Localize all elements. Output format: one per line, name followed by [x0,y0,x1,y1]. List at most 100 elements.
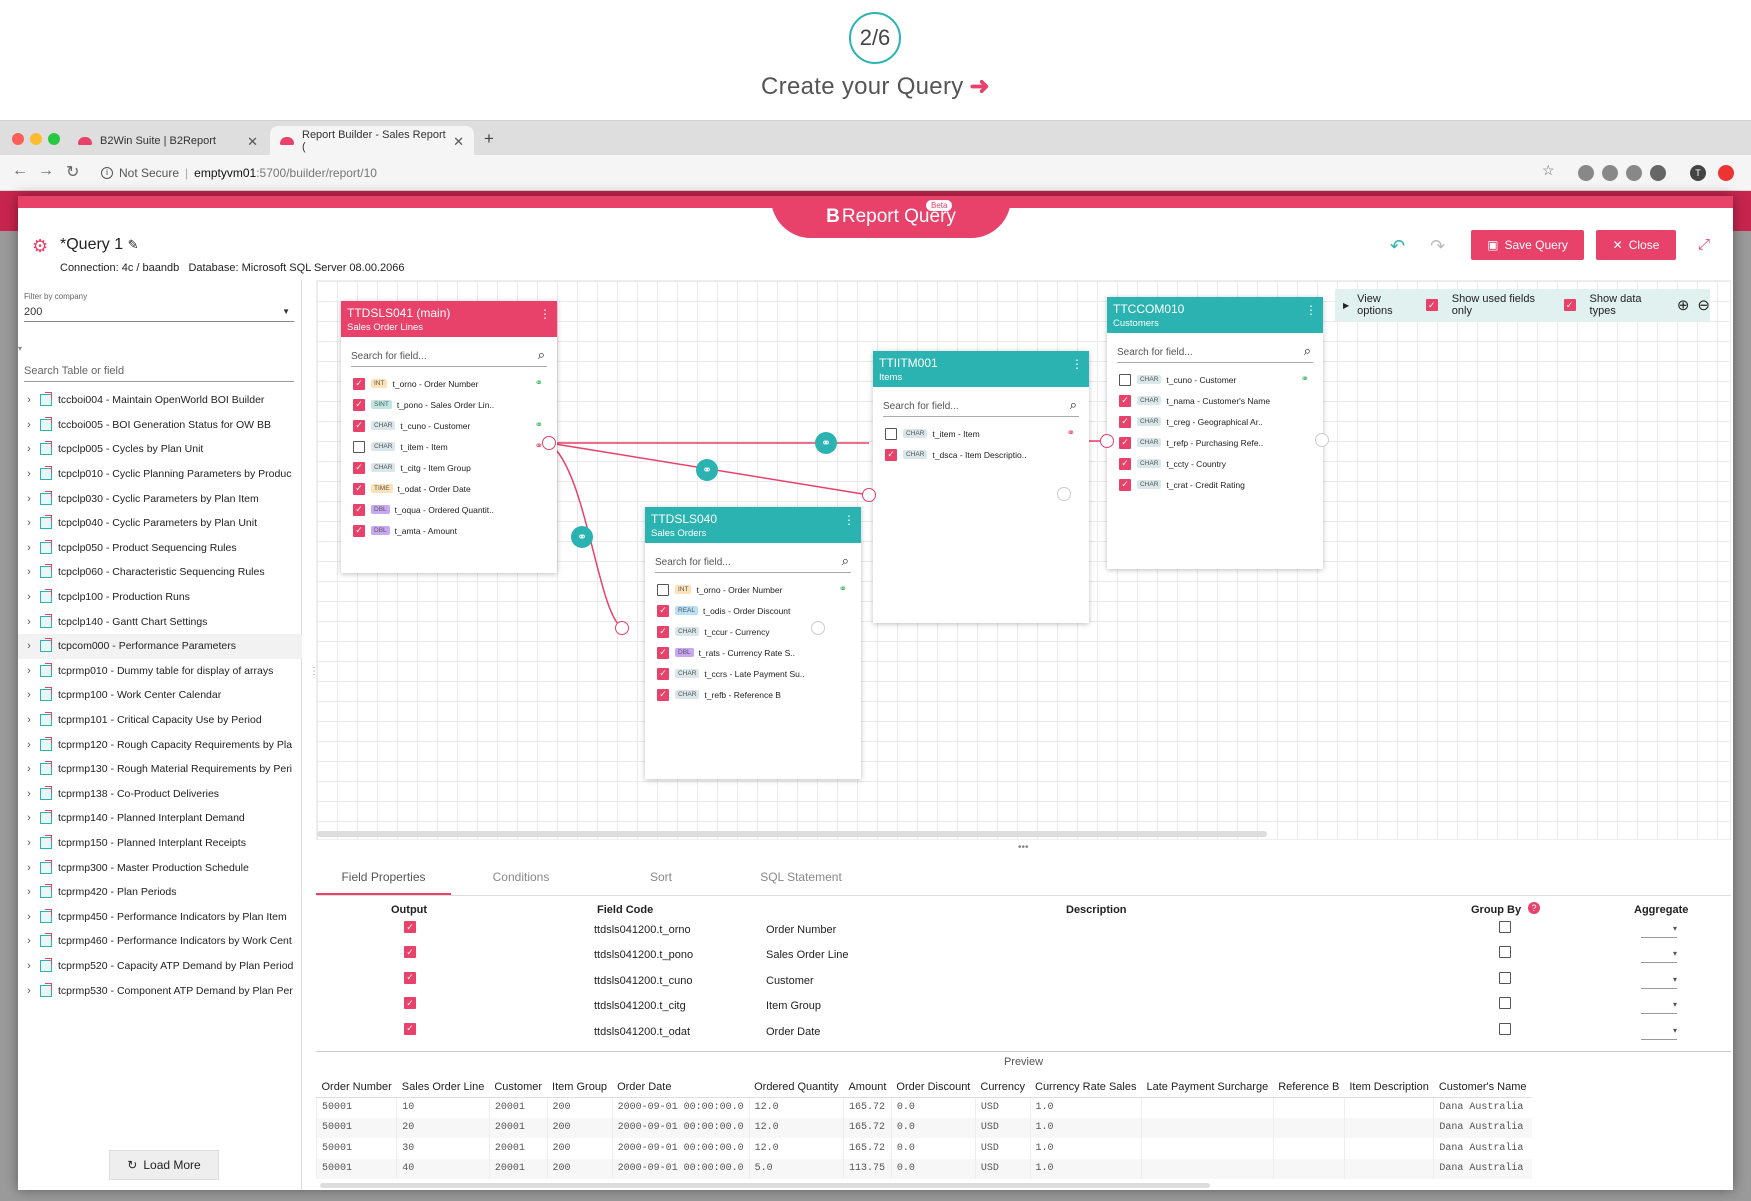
table-card-ttdsls040[interactable]: TTDSLS040 Sales Orders ⋮ Search for fiel… [645,507,861,779]
horizontal-scrollbar[interactable] [317,831,1267,837]
browser-tab-builder[interactable]: Report Builder - Sales Report (✕ [270,126,474,155]
close-tab-icon[interactable]: ✕ [247,134,258,149]
link-icon[interactable]: ⚭ [534,420,543,431]
field-description[interactable]: Order Number [766,924,837,936]
window-maximize-dot[interactable] [48,133,60,145]
chevron-right-icon[interactable]: › [27,517,31,530]
field-row[interactable]: ✓ CHAR t_cuno - Customer ⚭ [341,415,557,436]
join-port[interactable] [862,488,876,502]
chevron-right-icon[interactable]: › [27,394,31,407]
tree-item[interactable]: › tcpclp140 - Gantt Chart Settings [18,609,302,634]
chevron-right-icon[interactable]: › [27,591,31,604]
tab-field-properties[interactable]: Field Properties [316,856,451,895]
link-icon[interactable]: ⚭ [534,378,543,389]
preview-column-header[interactable]: Order Number [316,1077,397,1098]
tab-sort[interactable]: Sort [649,870,672,884]
field-checkbox[interactable]: ✓ [657,604,669,617]
chevron-right-icon[interactable]: › [27,492,31,505]
field-search-input[interactable]: Search for field... ⌕ [1117,343,1313,363]
table-card-ttccom010[interactable]: TTCCOM010 Customers ⋮ Search for field..… [1107,297,1323,569]
chevron-right-icon[interactable]: › [27,714,31,727]
url-field[interactable]: i Not Secure | emptyvm01:5700/builder/re… [95,160,1545,186]
preview-column-header[interactable]: Customer [489,1077,548,1098]
aggregate-select[interactable]: ▾ [1641,1026,1677,1040]
cloud-extension-icon[interactable] [1602,165,1618,181]
zoom-out-icon[interactable]: ⊖ [1697,297,1710,314]
link-icon[interactable]: ⚭ [1066,428,1075,439]
preview-column-header[interactable]: Order Discount [891,1077,976,1098]
tree-item[interactable]: › tcprmp120 - Rough Capacity Requirements… [18,732,302,757]
field-checkbox[interactable]: ✓ [657,625,669,638]
tree-item[interactable]: › tccboi004 - Maintain OpenWorld BOI Buil… [18,388,302,413]
pencil-icon[interactable]: ✎ [127,237,139,252]
preview-column-header[interactable]: Item Group [547,1077,613,1098]
chevron-right-icon[interactable]: › [27,640,31,653]
tree-item[interactable]: › tcpclp100 - Production Runs [18,585,302,610]
field-row[interactable]: ✓ INT t_orno - Order Number ⚭ [341,373,557,394]
tree-item[interactable]: › tcprmp300 - Master Production Schedule [18,855,302,880]
preview-column-header[interactable]: Currency [975,1077,1030,1098]
alert-extension-icon[interactable] [1718,165,1734,181]
tree-item[interactable]: › tcpclp050 - Product Sequencing Rules [18,536,302,561]
group-by-checkbox[interactable] [1499,921,1511,933]
window-minimize-dot[interactable] [30,133,42,145]
link-icon[interactable]: ⚭ [534,441,543,452]
field-row[interactable]: ✓ DBL t_rats - Currency Rate S.. [645,642,861,663]
field-checkbox[interactable]: ✓ [353,482,365,495]
tree-item[interactable]: › tcpclp010 - Cyclic Planning Parameters … [18,462,302,487]
tree-item[interactable]: › tcprmp130 - Rough Material Requirements… [18,757,302,782]
field-row[interactable]: ✓ TIME t_odat - Order Date [341,478,557,499]
undo-icon[interactable]: ↶ [1390,236,1406,256]
field-description[interactable]: Item Group [766,1000,822,1013]
tree-item[interactable]: › tcprmp100 - Work Center Calendar [18,683,302,708]
chevron-right-icon[interactable]: › [27,861,31,874]
circle-extension-icon[interactable] [1650,165,1666,181]
field-checkbox[interactable] [885,427,897,440]
field-checkbox[interactable]: ✓ [1119,457,1131,470]
chevron-right-icon[interactable]: › [27,959,31,972]
field-row[interactable]: ✓ CHAR t_ccty - Country [1107,453,1323,474]
link-icon[interactable]: ⚭ [838,584,847,595]
tree-item[interactable]: › tcpclp040 - Cyclic Parameters by Plan U… [18,511,302,536]
tree-item[interactable]: › tcprmp010 - Dummy table for display of … [18,659,302,684]
close-tab-icon[interactable]: ✕ [453,134,464,149]
more-menu-icon[interactable]: ⋮ [843,513,855,527]
forward-icon[interactable]: → [38,162,54,179]
query-canvas[interactable]: TTDSLS041 (main) Sales Order Lines ⋮ Sea… [316,280,1731,840]
tree-item[interactable]: › tcpclp030 - Cyclic Parameters by Plan I… [18,486,302,511]
tab-conditions[interactable]: Conditions [492,870,550,884]
field-row[interactable]: CHAR t_item - Item ⚭ [341,436,557,457]
tree-item[interactable]: › tcpclp060 - Characteristic Sequencing R… [18,560,302,585]
field-checkbox[interactable]: ✓ [1119,394,1131,407]
view-options-label[interactable]: View options [1357,293,1393,317]
link-icon[interactable]: ⚭ [1300,374,1309,385]
chevron-right-icon[interactable]: › [27,886,31,899]
group-by-checkbox[interactable] [1499,1022,1511,1035]
tree-item[interactable]: › tcprmp101 - Critical Capacity Use by Pe… [18,708,302,733]
preview-column-header[interactable]: Item Description [1344,1077,1434,1098]
table-card-ttiitm001[interactable]: TTIITM001 Items ⋮ Search for field... ⌕ C… [873,351,1089,623]
field-checkbox[interactable]: ✓ [657,646,669,659]
output-checkbox[interactable]: ✓ [404,1022,416,1035]
join-link-icon[interactable]: ⚭ [815,432,837,454]
group-by-checkbox[interactable] [1499,971,1511,984]
chevron-right-icon[interactable]: › [27,689,31,702]
chevron-right-icon[interactable]: › [27,787,31,800]
chevron-right-icon[interactable]: › [27,910,31,923]
preview-column-header[interactable]: Ordered Quantity [749,1077,844,1098]
field-row[interactable]: CHAR t_cuno - Customer ⚭ [1107,369,1323,390]
collapse-chevron-icon[interactable]: ▾ [18,344,23,353]
join-port[interactable] [615,621,629,635]
field-row[interactable]: ✓ CHAR t_citg - Item Group [341,457,557,478]
chevron-right-icon[interactable]: › [27,738,31,751]
field-row[interactable]: ✓ CHAR t_dsca - Item Descriptio.. [873,444,1089,465]
more-menu-icon[interactable]: ⋮ [1305,303,1317,317]
field-checkbox[interactable]: ✓ [353,524,365,537]
save-query-button[interactable]: ▣ Save Query [1471,230,1584,260]
close-button[interactable]: ✕ Close [1596,230,1676,260]
tree-item[interactable]: › tcprmp520 - Capacity ATP Demand by Plan… [18,954,302,979]
aggregate-select[interactable]: ▾ [1641,924,1677,938]
tree-item[interactable]: › tcprmp138 - Co-Product Deliveries [18,782,302,807]
table-card-ttdsls041[interactable]: TTDSLS041 (main) Sales Order Lines ⋮ Sea… [341,301,557,573]
join-port[interactable] [1057,487,1071,501]
